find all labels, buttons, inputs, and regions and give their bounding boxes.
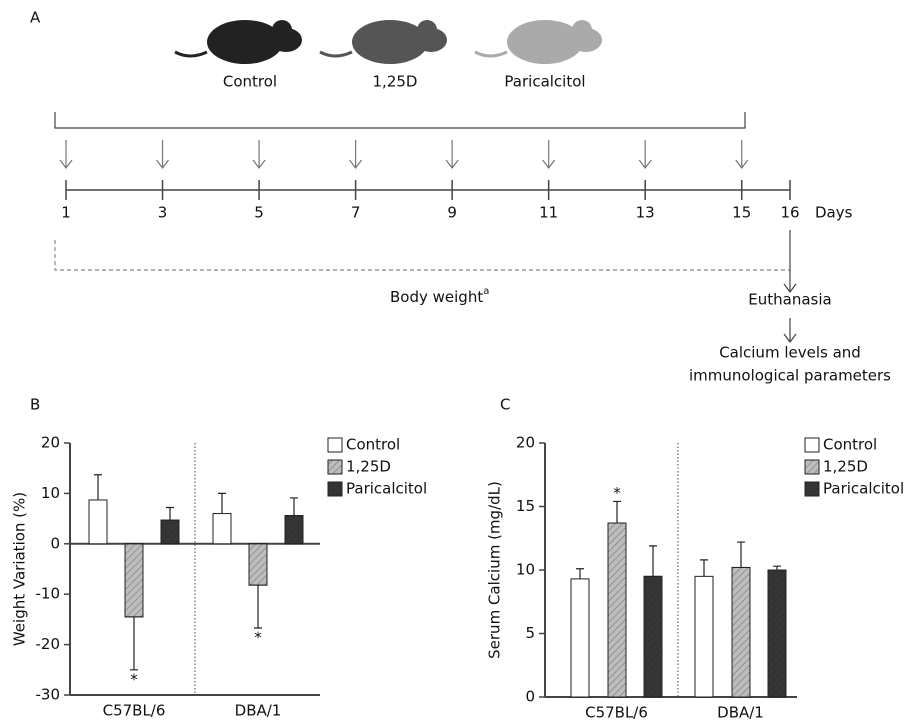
legend-hatch bbox=[804, 481, 820, 497]
x-tick-label: C57BL/6 bbox=[103, 702, 166, 720]
bar-hatch bbox=[607, 522, 627, 698]
legend-label: Paricalcitol bbox=[823, 480, 904, 498]
bar-hatch bbox=[284, 515, 304, 545]
day-label: 7 bbox=[351, 204, 361, 222]
legend-label: Control bbox=[823, 436, 877, 454]
y-tick-label: 20 bbox=[41, 434, 60, 452]
significance: * bbox=[613, 484, 621, 502]
legend-label: 1,25D bbox=[823, 458, 868, 476]
legend-label: Paricalcitol bbox=[346, 480, 427, 498]
day-arrow bbox=[59, 140, 73, 169]
day-label: 13 bbox=[636, 204, 655, 222]
error-bar bbox=[613, 500, 621, 524]
panel-label: C bbox=[500, 396, 510, 414]
day-arrow bbox=[542, 140, 556, 169]
significance: * bbox=[130, 670, 138, 688]
day-label: 11 bbox=[539, 204, 558, 222]
y-tick-label: 0 bbox=[50, 534, 60, 552]
x-tick-label: DBA/1 bbox=[717, 704, 764, 721]
error-bar bbox=[94, 474, 102, 500]
group-label: 1,25D bbox=[373, 73, 418, 91]
error-bar bbox=[649, 545, 657, 577]
group-label: Paricalcitol bbox=[504, 73, 585, 91]
day-arrow bbox=[349, 140, 363, 169]
day-label: 5 bbox=[254, 204, 264, 222]
y-tick-label: 10 bbox=[41, 484, 60, 502]
legend-swatch bbox=[804, 437, 820, 453]
day-label: 16 bbox=[780, 204, 799, 222]
y-axis-label: Serum Calcium (mg/dL) bbox=[486, 481, 504, 659]
day-label: 9 bbox=[447, 204, 457, 222]
bar-hatch bbox=[160, 519, 180, 545]
body-weight: Body weighta bbox=[390, 286, 489, 306]
mice bbox=[174, 20, 602, 64]
significance: * bbox=[254, 628, 262, 646]
bar bbox=[694, 575, 714, 698]
error-bar bbox=[166, 506, 174, 521]
bar bbox=[212, 513, 232, 545]
group-label: Control bbox=[223, 73, 277, 91]
legend-hatch bbox=[327, 459, 343, 475]
bracket bbox=[54, 112, 746, 129]
bar-hatch bbox=[124, 543, 144, 618]
y-tick-label: -20 bbox=[36, 635, 61, 653]
error-bar bbox=[737, 541, 745, 568]
mouse-icon bbox=[174, 20, 302, 64]
error-bar bbox=[254, 585, 262, 629]
bar bbox=[88, 499, 108, 545]
y-tick-label: 0 bbox=[525, 688, 535, 706]
error-bar bbox=[290, 497, 298, 516]
bar-hatch bbox=[248, 543, 268, 586]
legend-hatch bbox=[804, 459, 820, 475]
panel-label: B bbox=[30, 396, 40, 414]
x-tick-label: C57BL/6 bbox=[585, 704, 648, 721]
legend-hatch bbox=[327, 481, 343, 497]
y-tick-label: 5 bbox=[525, 624, 535, 642]
y-tick-label: 15 bbox=[516, 497, 535, 515]
euthanasia: Euthanasia bbox=[748, 291, 831, 309]
bar bbox=[570, 578, 590, 698]
x-tick-label: DBA/1 bbox=[235, 702, 282, 720]
day-label: 1 bbox=[61, 204, 71, 222]
y-tick-label: 10 bbox=[516, 561, 535, 579]
day-arrow bbox=[252, 140, 266, 169]
y-tick-label: 20 bbox=[516, 434, 535, 452]
panel-label: A bbox=[30, 9, 41, 27]
day-arrow bbox=[735, 140, 749, 169]
bar-hatch bbox=[731, 566, 751, 698]
y-tick-label: -10 bbox=[36, 585, 61, 603]
legend-label: 1,25D bbox=[346, 458, 391, 476]
mouse-icon bbox=[474, 20, 602, 64]
day-arrow bbox=[445, 140, 459, 169]
error-bar bbox=[773, 565, 781, 570]
mouse-icon bbox=[319, 20, 447, 64]
error-bar bbox=[576, 568, 584, 579]
y-tick-label: -30 bbox=[36, 686, 61, 704]
error-bar bbox=[218, 492, 226, 514]
day-label: 15 bbox=[732, 204, 751, 222]
day-label: 3 bbox=[158, 204, 168, 222]
outcome: Calcium levels and bbox=[719, 344, 861, 362]
outcome: immunological parameters bbox=[689, 367, 891, 385]
day-arrow bbox=[156, 140, 170, 169]
error-bar bbox=[130, 616, 138, 671]
legend-swatch bbox=[327, 437, 343, 453]
error-bar bbox=[700, 559, 708, 577]
bar-hatch bbox=[643, 575, 663, 698]
arrows bbox=[783, 230, 797, 343]
legend-label: Control bbox=[346, 436, 400, 454]
day-arrow bbox=[638, 140, 652, 169]
dashed-bracket bbox=[54, 240, 790, 271]
days-label: Days bbox=[815, 204, 853, 222]
bar-hatch bbox=[767, 569, 787, 698]
y-axis-label: Weight Variation (%) bbox=[11, 492, 29, 646]
